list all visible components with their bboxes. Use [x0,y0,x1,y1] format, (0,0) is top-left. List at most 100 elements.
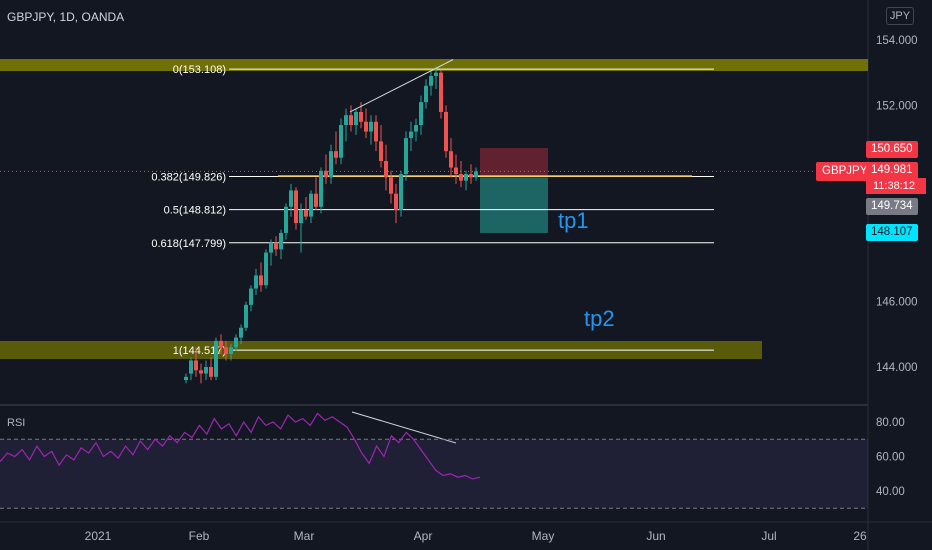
candle-body [259,275,263,286]
candle-body [424,85,428,103]
entry-price-tag: 149.734 [866,198,918,215]
candle-body [419,102,423,126]
candle-body [229,347,233,354]
candle-body [204,367,208,374]
candle-body [289,190,293,207]
candle-body [184,376,188,381]
price-axis-tick: 146.000 [876,297,918,309]
symbol-title: GBPJPY, 1D, OANDA [7,10,125,24]
candle-body [274,242,278,250]
candle-body [449,151,453,168]
candle-body [444,111,448,152]
candle-body [334,151,338,158]
currency-badge[interactable]: JPY [886,7,914,25]
candle-body [264,252,268,286]
candle-body [314,193,318,207]
fib-level-label: 0.5(148.812) [164,205,226,217]
rsi-title: RSI [7,417,26,429]
stop-loss-box [480,148,548,178]
rsi-band-fill [0,439,868,509]
candle-body [474,171,478,178]
rsi-axis-tick: 60.00 [876,452,905,464]
candle-body [404,138,408,175]
candle-body [319,170,323,207]
candle-body [429,75,433,86]
candle-body [214,340,218,377]
time-axis-label: Jul [761,529,776,543]
bar-countdown: 11:38:12 [866,178,926,194]
candle-body [299,210,303,224]
candles-group [184,66,478,384]
price-axis-tick: 152.000 [876,100,918,112]
candle-body [389,177,393,194]
candle-body [284,206,288,233]
time-axis-label: Apr [414,529,433,543]
time-axis-label: Feb [189,529,210,543]
candle-body [469,174,473,178]
candle-body [239,327,243,338]
candle-body [459,174,463,181]
fib-level-label: 0(153.108) [173,64,226,76]
candle-body [189,360,193,374]
candle-body [354,111,358,126]
candle-body [384,160,388,178]
target-price-tag: 148.107 [866,224,918,241]
resistance-zone [0,59,868,71]
time-axis-label: 2021 [85,529,112,543]
candle-body [194,360,198,371]
candle-body [279,232,283,250]
candle-body [439,72,443,112]
time-axis-label: May [532,529,555,543]
price-trendline [349,59,454,113]
stop-price-tag: 150.650 [866,141,918,158]
candle-body [379,141,383,161]
candle-body [374,121,378,142]
candle-body [329,151,333,178]
fib-level-label: 0.382(149.826) [151,171,226,183]
candle-body [394,193,398,211]
fib-level-label: 1(144.517) [173,345,226,357]
candle-body [344,115,348,126]
candle-body [409,131,413,139]
candle-body [294,190,298,224]
candle-body [254,275,258,289]
candle-body [304,210,308,217]
last-price-tag: 149.981 [866,162,918,179]
candle-body [454,167,458,175]
tp1-label: tp1 [558,208,589,233]
candle-body [434,72,438,76]
candle-body [364,121,368,132]
candle-body [244,304,248,328]
time-axis-label: Mar [294,529,315,543]
time-axis-label: Jun [646,529,665,543]
rsi-axis-tick: 80.00 [876,417,905,429]
rsi-trendline [351,411,457,444]
rsi-axis-tick: 40.00 [876,486,905,498]
candle-body [414,125,418,132]
candle-body [339,125,343,158]
candle-body [224,347,228,354]
candle-body [219,340,223,348]
candle-body [349,115,353,126]
candle-body [464,174,468,181]
fib-level-label: 0.618(147.799) [151,238,226,250]
price-axis-tick: 154.000 [876,35,918,47]
candle-body [359,111,363,122]
price-axis-tick: 144.000 [876,362,918,374]
candle-body [199,370,203,374]
candle-body [369,121,373,132]
candle-body [249,288,253,305]
time-axis-label: 26 [853,529,867,543]
symbol-price-tag: GBPJPY [816,162,874,181]
candle-body [234,337,238,348]
candle-body [309,193,313,217]
candle-body [209,367,213,377]
candle-body [324,170,328,178]
tp2-label: tp2 [584,306,615,331]
symbol-tag-name: GBPJPY [822,165,868,177]
candle-body [399,174,403,211]
candle-body [269,242,273,253]
take-profit-box [480,178,548,233]
